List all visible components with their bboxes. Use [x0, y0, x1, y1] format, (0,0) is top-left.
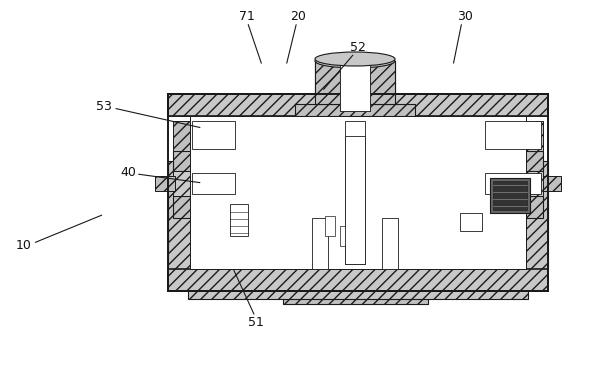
Bar [485, 121, 541, 149]
Bar [295, 104, 415, 116]
Text: 20: 20 [290, 10, 306, 23]
Bar [168, 269, 548, 291]
Bar [173, 196, 543, 218]
Text: 40: 40 [120, 165, 136, 179]
Text: 71: 71 [240, 10, 255, 23]
Bar [333, 134, 377, 267]
Bar [168, 94, 548, 291]
Bar [460, 213, 482, 231]
Ellipse shape [315, 52, 395, 66]
Bar [485, 173, 541, 194]
Bar [463, 121, 543, 151]
Bar [340, 61, 370, 111]
Bar [192, 173, 235, 194]
Bar [168, 161, 195, 269]
Text: 30: 30 [457, 10, 473, 23]
Text: 51: 51 [249, 315, 264, 329]
Bar [333, 116, 377, 269]
Bar [168, 94, 548, 116]
Bar [230, 204, 248, 236]
Bar [168, 269, 548, 291]
Bar [490, 178, 530, 213]
Bar [325, 216, 335, 236]
Bar [283, 286, 428, 304]
Bar [173, 171, 238, 196]
Bar [521, 161, 548, 269]
Bar [188, 281, 528, 299]
Bar [312, 218, 328, 269]
Bar [382, 218, 398, 269]
Bar [340, 56, 370, 111]
Bar [543, 176, 561, 191]
Bar [345, 136, 365, 264]
Bar [315, 61, 395, 104]
Bar [460, 199, 482, 211]
Bar [340, 226, 350, 246]
Text: 10: 10 [16, 239, 32, 252]
Bar [190, 116, 526, 269]
Bar [155, 176, 175, 191]
Bar [192, 121, 235, 149]
Bar [173, 151, 543, 171]
Bar [315, 61, 395, 104]
Bar [345, 121, 365, 264]
Bar [173, 121, 238, 151]
Bar [355, 216, 365, 236]
Text: 53: 53 [97, 100, 112, 113]
Ellipse shape [315, 54, 395, 68]
Bar [463, 171, 543, 196]
Bar [347, 106, 363, 131]
Bar [295, 104, 415, 116]
Bar [493, 181, 527, 210]
Bar [168, 94, 548, 291]
Bar [168, 94, 548, 116]
Bar [325, 126, 385, 151]
Text: 52: 52 [350, 41, 365, 54]
Bar [335, 114, 375, 124]
